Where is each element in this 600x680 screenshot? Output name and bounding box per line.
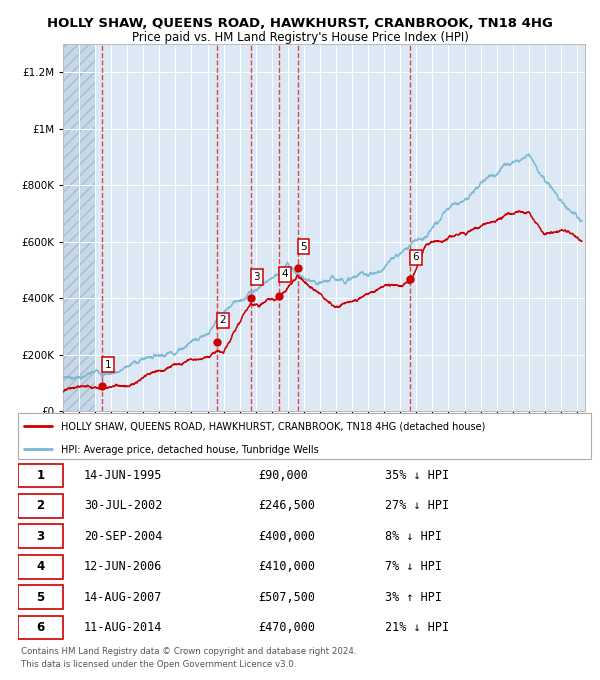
Text: 14-AUG-2007: 14-AUG-2007 <box>84 590 162 604</box>
Text: This data is licensed under the Open Government Licence v3.0.: This data is licensed under the Open Gov… <box>21 660 296 668</box>
Text: 3: 3 <box>36 530 44 543</box>
Text: £470,000: £470,000 <box>259 621 316 634</box>
Bar <box>63 44 95 411</box>
Text: £507,500: £507,500 <box>259 590 316 604</box>
Text: 1: 1 <box>105 360 112 370</box>
Text: HPI: Average price, detached house, Tunbridge Wells: HPI: Average price, detached house, Tunb… <box>61 445 319 455</box>
Text: 4: 4 <box>281 269 288 279</box>
Text: 14-JUN-1995: 14-JUN-1995 <box>84 469 162 482</box>
Text: 27% ↓ HPI: 27% ↓ HPI <box>385 499 449 513</box>
Text: 21% ↓ HPI: 21% ↓ HPI <box>385 621 449 634</box>
Text: 5: 5 <box>300 241 307 252</box>
FancyBboxPatch shape <box>18 494 62 517</box>
Text: 3% ↑ HPI: 3% ↑ HPI <box>385 590 442 604</box>
Text: 6: 6 <box>413 252 419 262</box>
Text: 4: 4 <box>36 560 44 573</box>
Text: Price paid vs. HM Land Registry's House Price Index (HPI): Price paid vs. HM Land Registry's House … <box>131 31 469 44</box>
Text: 7% ↓ HPI: 7% ↓ HPI <box>385 560 442 573</box>
Text: 8% ↓ HPI: 8% ↓ HPI <box>385 530 442 543</box>
FancyBboxPatch shape <box>18 464 62 488</box>
Text: 11-AUG-2014: 11-AUG-2014 <box>84 621 162 634</box>
Text: £400,000: £400,000 <box>259 530 316 543</box>
Text: HOLLY SHAW, QUEENS ROAD, HAWKHURST, CRANBROOK, TN18 4HG: HOLLY SHAW, QUEENS ROAD, HAWKHURST, CRAN… <box>47 17 553 30</box>
Text: HOLLY SHAW, QUEENS ROAD, HAWKHURST, CRANBROOK, TN18 4HG (detached house): HOLLY SHAW, QUEENS ROAD, HAWKHURST, CRAN… <box>61 422 485 432</box>
Text: 12-JUN-2006: 12-JUN-2006 <box>84 560 162 573</box>
Text: 1: 1 <box>36 469 44 482</box>
Text: 2: 2 <box>36 499 44 513</box>
Text: 5: 5 <box>36 590 44 604</box>
FancyBboxPatch shape <box>18 524 62 548</box>
FancyBboxPatch shape <box>18 413 591 459</box>
Text: £246,500: £246,500 <box>259 499 316 513</box>
Text: 6: 6 <box>36 621 44 634</box>
Text: 30-JUL-2002: 30-JUL-2002 <box>84 499 162 513</box>
Text: 2: 2 <box>219 316 226 326</box>
FancyBboxPatch shape <box>18 585 62 609</box>
FancyBboxPatch shape <box>18 555 62 579</box>
Text: £90,000: £90,000 <box>259 469 308 482</box>
Text: 35% ↓ HPI: 35% ↓ HPI <box>385 469 449 482</box>
Text: 20-SEP-2004: 20-SEP-2004 <box>84 530 162 543</box>
Text: £410,000: £410,000 <box>259 560 316 573</box>
Text: 3: 3 <box>254 272 260 282</box>
Text: Contains HM Land Registry data © Crown copyright and database right 2024.: Contains HM Land Registry data © Crown c… <box>21 647 356 656</box>
FancyBboxPatch shape <box>18 615 62 639</box>
